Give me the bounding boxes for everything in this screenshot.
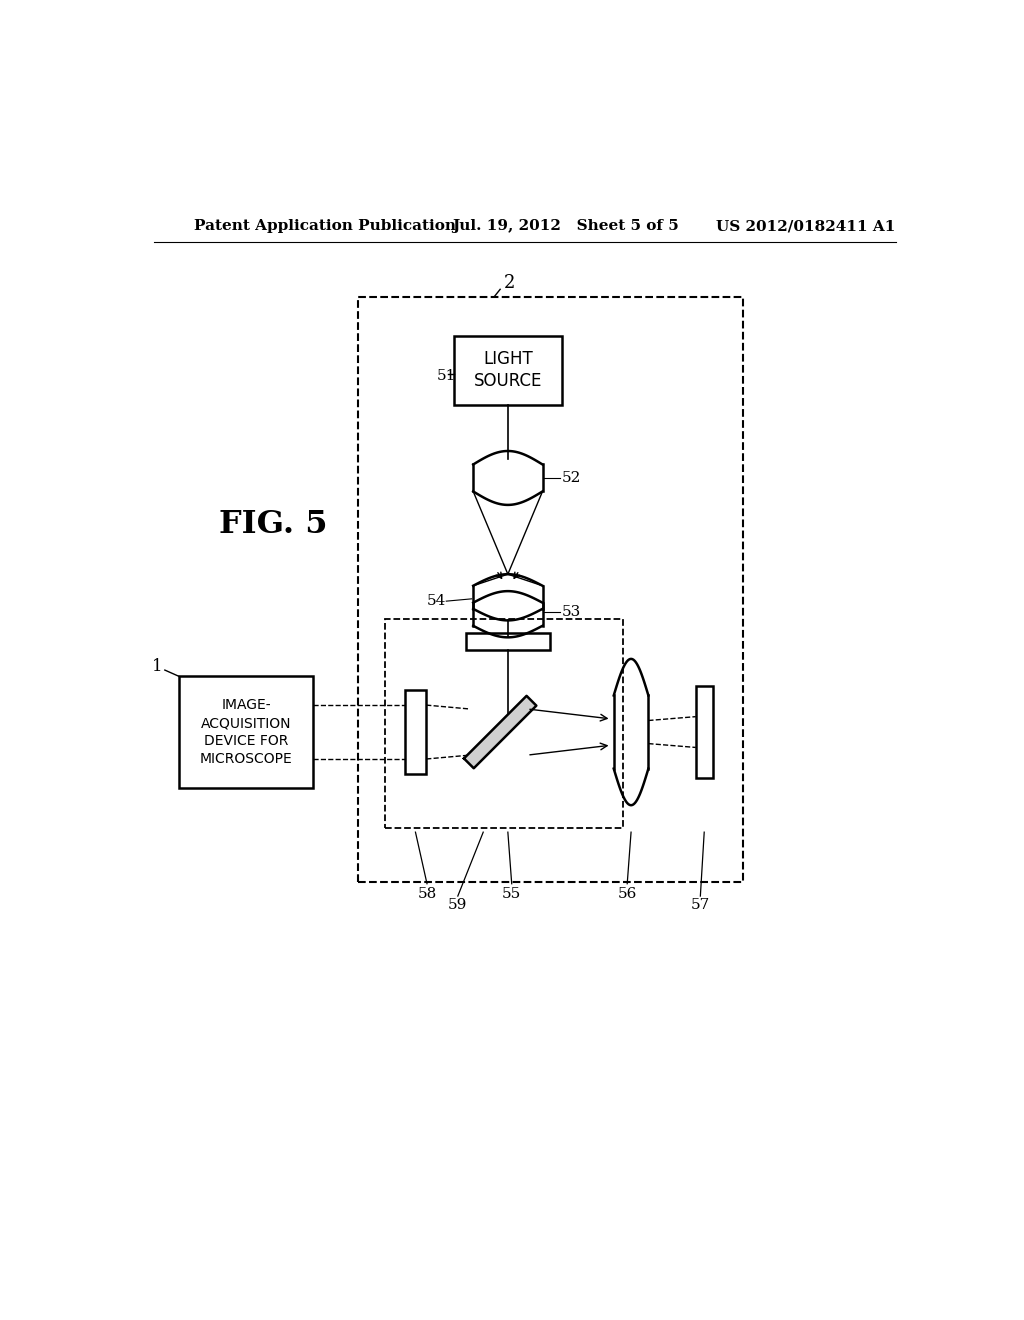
- Text: 54: 54: [427, 594, 446, 609]
- Text: IMAGE-
ACQUISITION
DEVICE FOR
MICROSCOPE: IMAGE- ACQUISITION DEVICE FOR MICROSCOPE: [200, 698, 293, 766]
- Text: 55: 55: [502, 887, 521, 900]
- Text: LIGHT
SOURCE: LIGHT SOURCE: [474, 350, 542, 391]
- Text: 56: 56: [617, 887, 637, 900]
- Bar: [466, 634, 550, 651]
- Text: Patent Application Publication: Patent Application Publication: [194, 219, 456, 234]
- Text: 58: 58: [418, 887, 436, 900]
- Polygon shape: [464, 696, 537, 768]
- Text: 57: 57: [691, 899, 710, 912]
- Text: 52: 52: [562, 471, 582, 484]
- Text: 2: 2: [504, 275, 515, 292]
- Bar: [454, 335, 562, 405]
- Bar: [357, 297, 742, 882]
- Bar: [385, 619, 624, 829]
- Text: 51: 51: [437, 370, 457, 383]
- Text: 59: 59: [449, 899, 468, 912]
- Text: 53: 53: [562, 605, 581, 619]
- Text: FIG. 5: FIG. 5: [219, 508, 328, 540]
- Text: 1: 1: [152, 659, 163, 676]
- Text: Jul. 19, 2012   Sheet 5 of 5: Jul. 19, 2012 Sheet 5 of 5: [453, 219, 679, 234]
- Text: US 2012/0182411 A1: US 2012/0182411 A1: [716, 219, 895, 234]
- Bar: [695, 686, 713, 779]
- Bar: [178, 676, 313, 788]
- Bar: [404, 689, 426, 775]
